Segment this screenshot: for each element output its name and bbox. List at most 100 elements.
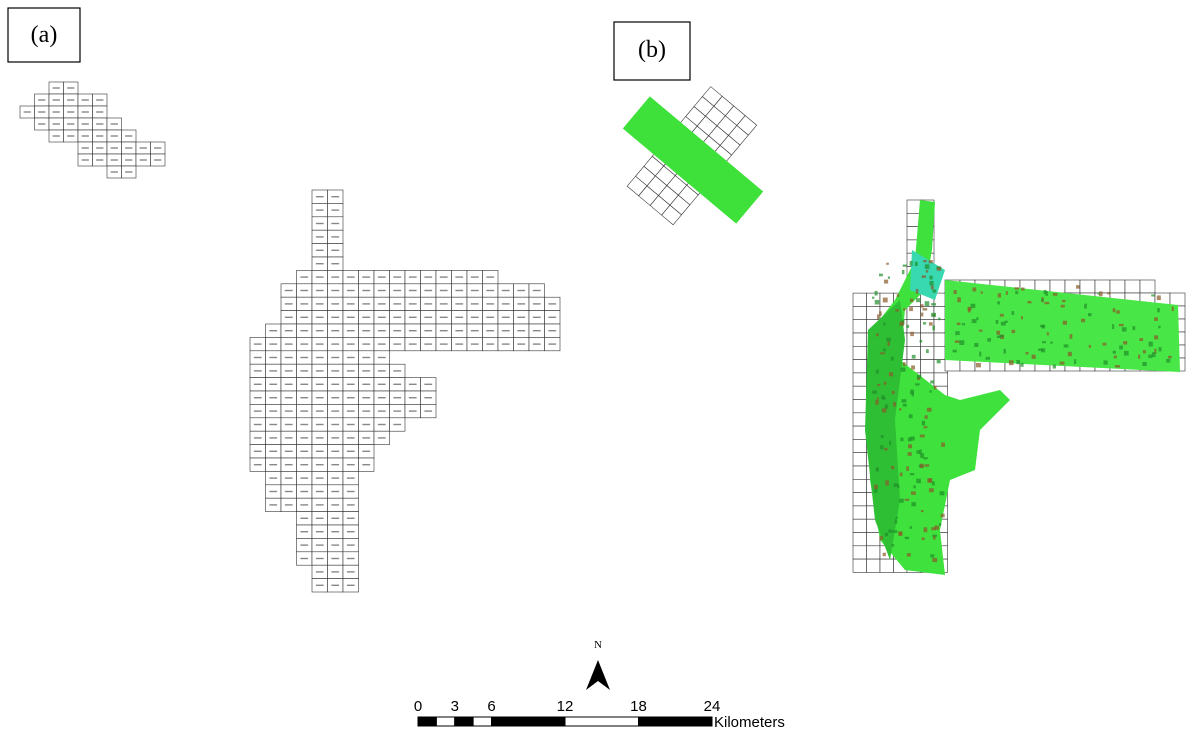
coverage-speck [905, 537, 909, 539]
coverage-speck [1123, 341, 1127, 344]
coverage-speck [1012, 311, 1015, 315]
coverage-speck [924, 527, 928, 532]
tile [921, 320, 935, 333]
coverage-speck [1025, 352, 1028, 354]
coverage-speck [981, 291, 983, 293]
coverage-speck [889, 441, 891, 446]
coverage-speck [1070, 334, 1073, 339]
coverage-speck [925, 464, 930, 467]
coverage-speck [902, 270, 905, 274]
coverage-speck [911, 502, 916, 506]
coverage-speck [1064, 344, 1069, 347]
coverage-speck [1004, 349, 1006, 354]
coverage-speck [997, 336, 1001, 338]
coverage-speck [1061, 305, 1065, 308]
coverage-speck [884, 280, 888, 284]
coverage-speck [1103, 343, 1107, 346]
coverage-speck [931, 527, 936, 530]
coverage-speck [932, 481, 935, 485]
tile [1080, 280, 1095, 293]
tile [853, 453, 867, 466]
coverage-speck [910, 473, 914, 475]
coverage-speck [1044, 302, 1049, 304]
coverage-speck [899, 408, 901, 410]
coverage-speck [1154, 335, 1158, 339]
coverage-speck [1062, 300, 1066, 302]
tile [1170, 293, 1185, 306]
coverage-speck [954, 290, 957, 294]
coverage-speck [955, 331, 959, 335]
coverage-speck [900, 438, 903, 442]
coverage-speck [897, 294, 900, 297]
coverage-speck [920, 434, 925, 437]
coverage-speck [1021, 316, 1023, 319]
coverage-speck [1012, 330, 1016, 333]
coverage-speck [905, 499, 909, 501]
coverage-speck [1113, 351, 1116, 354]
coverage-speck [929, 478, 933, 482]
tile [853, 333, 867, 346]
coverage-speck [931, 286, 934, 290]
coverage-speck [903, 404, 907, 407]
coverage-speck [895, 519, 897, 524]
panel-label: (a) [31, 22, 58, 48]
coverage-speck [1006, 291, 1008, 295]
coverage-speck [900, 472, 903, 476]
coverage-speck [1000, 314, 1004, 317]
coverage-speck [901, 399, 906, 402]
coverage-speck [899, 499, 903, 503]
tile [1110, 280, 1125, 293]
coverage-speck [955, 340, 960, 343]
coverage-speck [877, 384, 880, 386]
coverage-speck [923, 260, 927, 262]
coverage-speck [972, 287, 976, 291]
coverage-speck [1076, 285, 1080, 288]
coverage-speck [888, 276, 890, 278]
coverage-speck [1113, 308, 1116, 312]
tile [853, 400, 867, 413]
tile [853, 546, 867, 559]
coverage-speck [1063, 321, 1067, 325]
coverage-speck [920, 464, 924, 468]
panel-label: (b) [638, 37, 666, 63]
coverage-speck [891, 466, 894, 469]
coverage-speck [996, 331, 1000, 335]
scale-tick-label: 18 [630, 698, 647, 715]
coverage-speck [913, 485, 915, 488]
coverage-speck [922, 275, 926, 278]
coverage-speck [926, 270, 928, 273]
coverage-speck [916, 479, 921, 484]
coverage-speck [922, 538, 925, 541]
coverage-speck [1119, 345, 1123, 349]
coverage-speck [1115, 365, 1120, 368]
coverage-speck [883, 323, 885, 326]
coverage-speck [908, 452, 912, 456]
coverage-speck [1040, 325, 1044, 327]
coverage-speck [898, 531, 902, 536]
coverage-speck [1009, 360, 1014, 365]
coverage-speck [921, 313, 923, 317]
tile [867, 533, 881, 546]
coverage-speck [876, 333, 878, 336]
coverage-speck [877, 314, 879, 319]
coverage-speck [932, 325, 935, 330]
coverage-speck [959, 340, 964, 345]
coverage-speck [932, 289, 936, 292]
coverage-speck [920, 340, 923, 343]
coverage-speck [877, 397, 879, 399]
scale-tick-label: 3 [451, 698, 459, 715]
coverage-speck [1154, 317, 1158, 321]
coverage-speck [1138, 355, 1140, 359]
tile [853, 306, 867, 319]
coverage-speck [979, 352, 981, 357]
coverage-speck [1107, 292, 1110, 294]
coverage-speck [909, 307, 913, 311]
tile [853, 493, 867, 506]
coverage-speck [880, 352, 885, 354]
coverage-speck [872, 390, 877, 393]
coverage-speck [921, 510, 924, 512]
coverage-speck [1149, 342, 1153, 347]
coverage-speck [886, 263, 889, 265]
coverage-speck [896, 517, 898, 519]
coverage-speck [1132, 326, 1135, 330]
